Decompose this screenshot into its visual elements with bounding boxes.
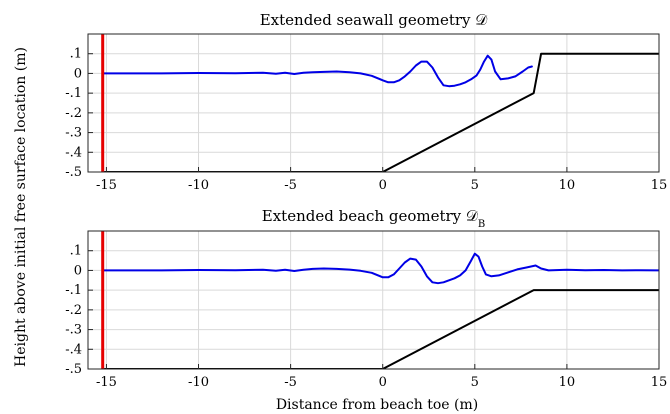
y-tick-label: -.1 (65, 283, 82, 298)
x-tick-label: 15 (651, 178, 668, 193)
y-tick-label: .1 (70, 244, 82, 259)
y-tick-label: .1 (70, 47, 82, 62)
series-group (101, 231, 659, 369)
chart-panel-2: Extended beach geometry 𝒟B -15 -10 -5 0 5 10 15… (65, 207, 667, 390)
x-tick-label: 10 (559, 375, 576, 390)
x-tick-label: -10 (188, 178, 209, 193)
plot-frame (87, 230, 660, 370)
chart-panel-1: Extended seawall geometry 𝒟 -15 -10 -5 0 5 10 1… (65, 11, 667, 193)
free-surface-line (101, 54, 533, 88)
x-tick-label: 0 (379, 375, 387, 390)
x-tick-label: 5 (471, 178, 479, 193)
y-tick-label: -.4 (65, 342, 82, 357)
series-group (101, 34, 659, 172)
x-tick-label: -5 (284, 375, 297, 390)
y-tick-label: -.2 (65, 303, 82, 318)
chart-title: Extended seawall geometry 𝒟 (260, 11, 488, 29)
y-tick-label: -.1 (65, 86, 82, 101)
y-axis-label: Height above initial free surface locati… (13, 47, 29, 367)
x-tick-label: 0 (379, 178, 387, 193)
y-tick-label: -.2 (65, 106, 82, 121)
x-tick-label: -5 (284, 178, 297, 193)
y-tick-label: 0 (74, 263, 82, 278)
y-tick-label: -.5 (65, 362, 82, 377)
free-surface-line (101, 252, 659, 285)
bathymetry-line (103, 289, 659, 369)
bathymetry-line (103, 52, 659, 172)
x-axis-label: Distance from beach toe (m) (276, 397, 478, 413)
x-tick-label: 5 (471, 375, 479, 390)
y-tick-label: -.4 (65, 145, 82, 160)
x-tick-label: 15 (651, 375, 668, 390)
y-tick-label: -.3 (65, 126, 82, 141)
x-tick-label: -15 (96, 178, 117, 193)
chart-title: Extended beach geometry 𝒟B (262, 207, 485, 230)
plot-frame (87, 33, 660, 173)
y-tick-label: -.3 (65, 323, 82, 338)
y-tick-label: 0 (74, 66, 82, 81)
x-tick-label: 10 (559, 178, 576, 193)
x-tick-label: -15 (96, 375, 117, 390)
chart-panels: Extended seawall geometry 𝒟 -15 -10 -5 0 5 10 1… (65, 11, 667, 390)
x-tick-label: -10 (188, 375, 209, 390)
y-tick-label: -.5 (65, 165, 82, 180)
